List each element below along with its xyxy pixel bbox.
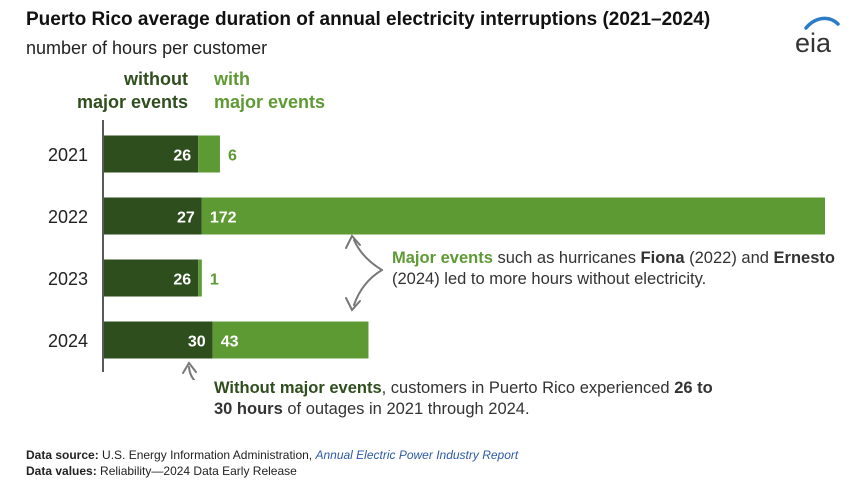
- ann-without-p4: of outages in 2021 through 2024.: [282, 400, 530, 418]
- legend-with-line2: major events: [214, 92, 326, 112]
- ann-without-p1: Without major events: [214, 379, 382, 397]
- footer-data-values: Data values: Reliability—2024 Data Early…: [26, 464, 297, 478]
- legend-without-line2: major events: [76, 92, 188, 112]
- chart-subtitle: number of hours per customer: [26, 38, 268, 58]
- bar-with-2024: [212, 321, 369, 359]
- ann-major-p2: such as hurricanes: [492, 249, 641, 267]
- arrowhead-2022: [345, 234, 361, 249]
- arrow-to-2022: [353, 239, 383, 271]
- bar-without-2024: [104, 321, 213, 359]
- eia-logo: eia: [795, 16, 840, 58]
- bar-without-2023: [104, 259, 199, 297]
- chart-title: Puerto Rico average duration of annual e…: [26, 9, 711, 30]
- legend-with-major-events: with major events: [214, 68, 325, 114]
- bar-with-2023: [198, 259, 202, 297]
- arrowhead-2024: [345, 297, 361, 312]
- bar-chart: 2021 26 6 2022 27 172 2023 26 1 2024 30 43: [48, 120, 826, 380]
- footer-source-label: Data source:: [26, 448, 99, 462]
- legend-without-major-events: without major events: [40, 68, 188, 114]
- bar-with-2022: [201, 197, 826, 235]
- ann-major-p3: Fiona: [640, 249, 685, 267]
- data-label-without-2022: 27: [177, 210, 195, 227]
- bar-without-2022: [104, 197, 202, 235]
- logo-swoosh: [804, 16, 840, 30]
- arrowhead-2024-base: [182, 361, 197, 374]
- category-label-2023: 2023: [48, 269, 88, 289]
- category-label-2024: 2024: [48, 331, 88, 351]
- bar-with-2021: [198, 135, 220, 173]
- ann-major-p6: (2024) led to more hours without electri…: [392, 270, 707, 288]
- logo-text: eia: [795, 28, 832, 58]
- legend-without-line1: without: [124, 69, 188, 89]
- bars-group: 2021 26 6 2022 27 172 2023 26 1 2024 30 43: [48, 135, 826, 359]
- data-label-with-2023: 1: [210, 272, 219, 289]
- annotation-without-major-events: Without major events, customers in Puert…: [214, 378, 734, 420]
- data-label-without-2021: 26: [173, 148, 191, 165]
- annotation-arrows: [182, 234, 383, 380]
- annotation-major-events: Major events such as hurricanes Fiona (2…: [392, 248, 852, 290]
- footer-values-text: Reliability—2024 Data Early Release: [96, 464, 297, 478]
- arrow-to-2024-base: [188, 366, 196, 380]
- arrow-to-2024: [353, 269, 383, 306]
- ann-major-p5: Ernesto: [773, 249, 835, 267]
- ann-major-p4: (2022) and: [684, 249, 774, 267]
- data-label-without-2023: 26: [173, 272, 191, 289]
- data-label-with-2021: 6: [228, 148, 237, 165]
- legend-with-line1: with: [214, 69, 250, 89]
- ann-without-p2: , customers in Puerto Rico experienced: [381, 379, 675, 397]
- ann-major-p1: Major events: [392, 249, 493, 267]
- category-label-2022: 2022: [48, 207, 88, 227]
- data-label-with-2022: 172: [210, 210, 237, 227]
- category-label-2021: 2021: [48, 145, 88, 165]
- data-label-without-2024: 30: [188, 334, 206, 351]
- ann-without-p3: 26 to 30 hours: [214, 379, 713, 418]
- footer-values-label: Data values:: [26, 464, 97, 478]
- footer-data-source: Data source: U.S. Energy Information Adm…: [26, 448, 518, 462]
- footer-source-text: U.S. Energy Information Administration,: [98, 448, 316, 462]
- data-label-with-2024: 43: [221, 334, 239, 351]
- bar-without-2021: [104, 135, 199, 173]
- footer-source-report-link[interactable]: Annual Electric Power Industry Report: [315, 448, 519, 462]
